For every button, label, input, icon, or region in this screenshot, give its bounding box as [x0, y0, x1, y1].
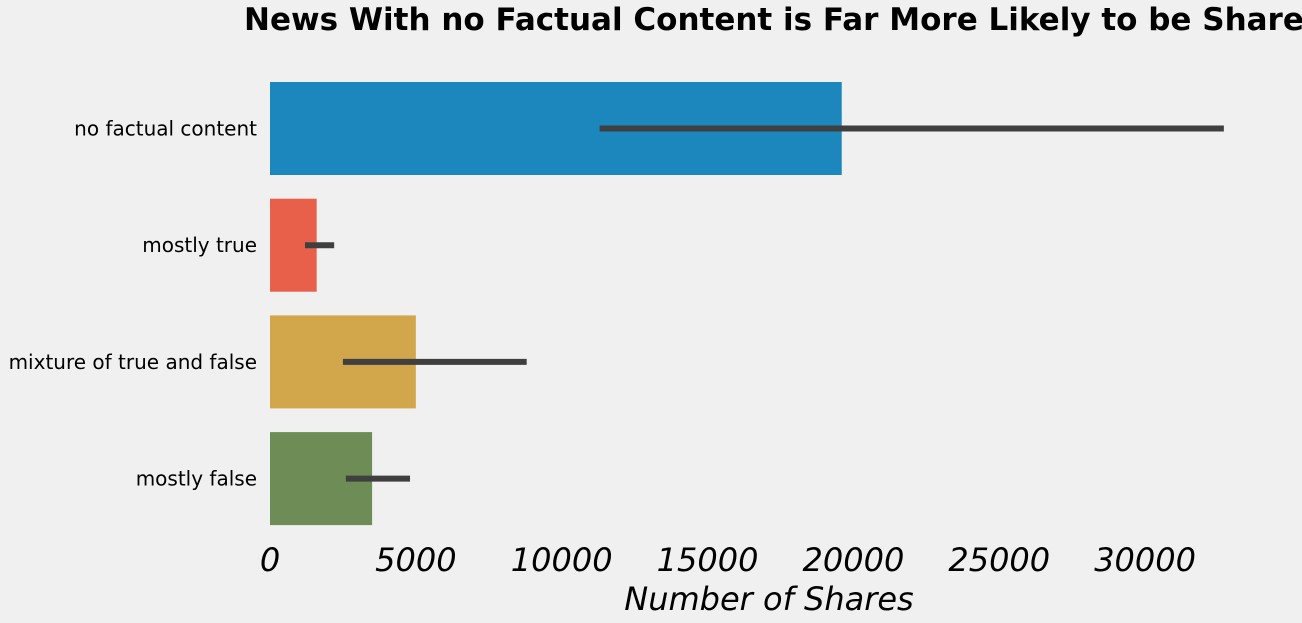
chart-title: News With no Factual Content is Far More… — [244, 2, 1302, 38]
x-tick-label-5: 25000 — [948, 541, 1050, 579]
bars-group — [270, 82, 842, 526]
x-tick-label-0: 0 — [260, 541, 280, 579]
x-tick-label-2: 10000 — [511, 541, 613, 579]
x-tick-label-4: 20000 — [803, 541, 905, 579]
error-bars-group — [305, 125, 1224, 482]
x-tick-label-1: 5000 — [375, 541, 456, 579]
category-label-2: mixture of true and false — [9, 350, 257, 374]
category-label-0: no factual content — [74, 117, 257, 141]
x-tick-labels-group: 0 5000 10000 15000 20000 25000 30000 — [260, 541, 1196, 579]
x-tick-label-6: 30000 — [1094, 541, 1196, 579]
category-labels-group: no factual content mostly true mixture of … — [9, 117, 258, 491]
category-label-3: mostly false — [136, 467, 257, 491]
x-axis-label: Number of Shares — [624, 580, 913, 618]
category-label-1: mostly true — [142, 233, 257, 257]
x-tick-label-3: 15000 — [657, 541, 759, 579]
